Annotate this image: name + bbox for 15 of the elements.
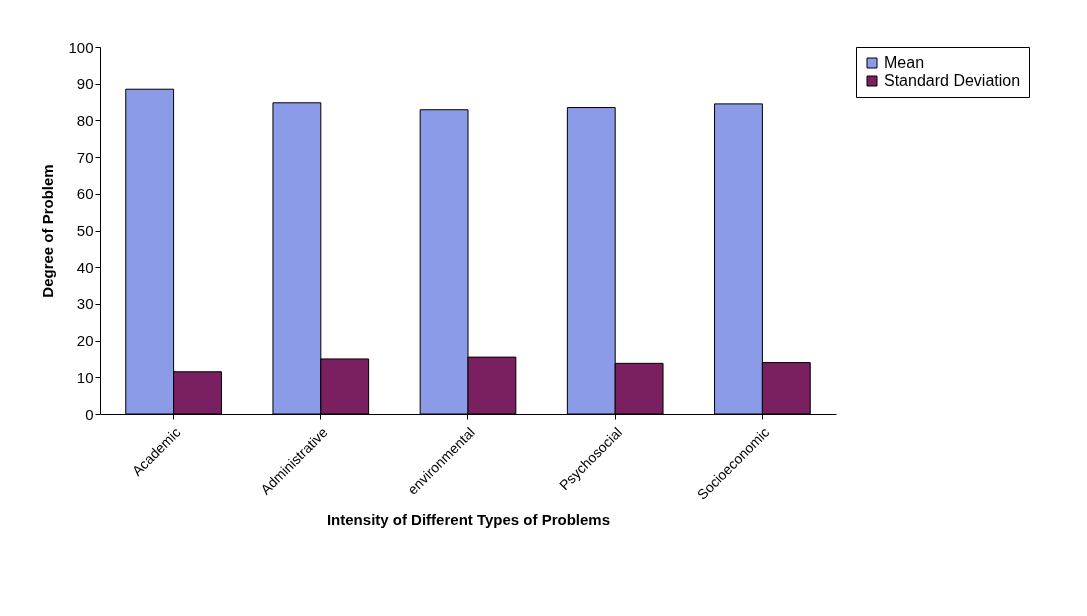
y-tick-label: 20: [76, 332, 94, 350]
y-tick-label: 10: [76, 368, 94, 386]
y-tick-label: 70: [76, 148, 94, 166]
y-tick-label: 90: [76, 75, 94, 93]
y-axis-title: Degree of Problem: [39, 164, 57, 298]
legend-label: Mean: [884, 54, 925, 71]
y-tick-label: 100: [68, 38, 94, 56]
y-tick-label: 40: [76, 258, 94, 276]
y-tick-label: 60: [76, 185, 94, 203]
y-tick-label: 0: [85, 405, 94, 423]
y-tick-label: 80: [76, 111, 94, 129]
x-axis-title: Intensity of Different Types of Problems: [326, 510, 611, 528]
y-tick-label: 30: [76, 295, 94, 313]
y-tick-label: 50: [76, 222, 94, 239]
legend-label: Standard Deviation: [884, 72, 1021, 89]
